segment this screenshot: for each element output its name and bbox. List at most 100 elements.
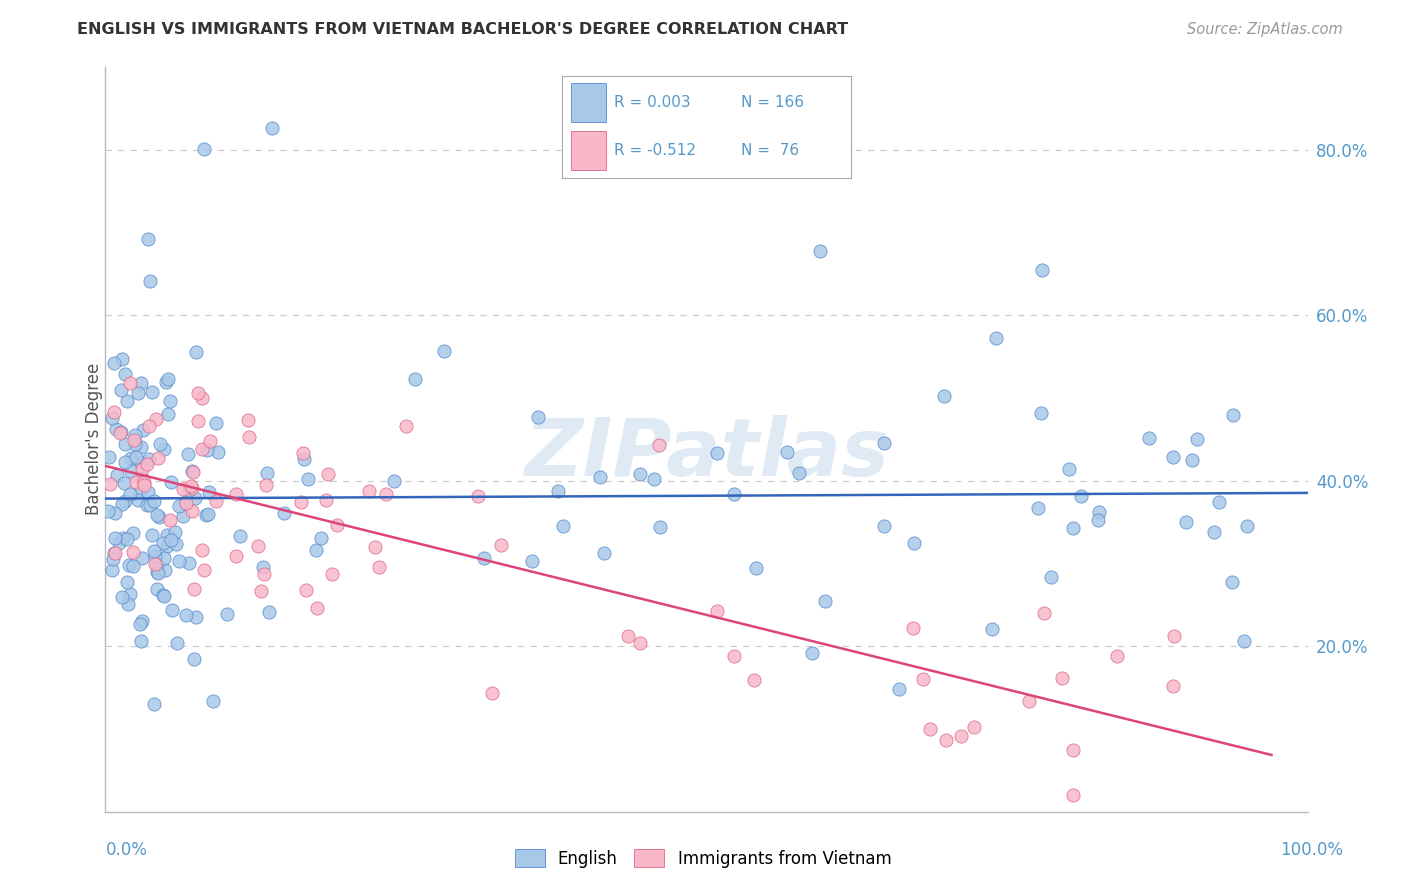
Point: [100, 411, 122, 425]
Point: [547, 484, 569, 499]
Point: [1070, 489, 1092, 503]
Point: [1105, 649, 1128, 664]
Point: [1236, 519, 1258, 533]
Point: [318, 467, 340, 482]
Point: [141, 384, 163, 399]
Point: [143, 557, 166, 571]
Point: [198, 485, 221, 500]
Point: [551, 519, 574, 533]
Point: [236, 413, 259, 427]
Point: [315, 493, 337, 508]
Point: [1208, 495, 1230, 509]
Point: [142, 544, 165, 558]
Y-axis label: Bachelor's Degree: Bachelor's Degree: [86, 363, 103, 516]
Point: [122, 545, 145, 559]
Point: [98, 450, 121, 464]
Point: [225, 549, 247, 564]
Text: R = -0.512: R = -0.512: [614, 144, 696, 158]
Point: [131, 471, 153, 485]
Point: [120, 587, 142, 601]
Point: [404, 372, 426, 386]
Point: [108, 426, 131, 441]
Point: [174, 496, 197, 510]
Point: [157, 407, 180, 421]
Point: [134, 478, 156, 492]
Point: [152, 550, 174, 565]
Point: [375, 487, 398, 501]
Point: [808, 244, 831, 259]
Point: [1062, 521, 1084, 535]
Point: [129, 633, 152, 648]
Point: [118, 487, 141, 501]
Point: [145, 582, 167, 596]
Point: [647, 438, 669, 452]
Point: [1185, 432, 1208, 446]
Point: [159, 533, 181, 547]
Point: [207, 445, 229, 459]
Point: [205, 416, 228, 430]
Point: [981, 622, 1004, 636]
Point: [139, 274, 162, 288]
Point: [104, 546, 127, 560]
Point: [177, 447, 200, 461]
Point: [167, 500, 190, 514]
Point: [177, 483, 200, 498]
Point: [648, 520, 671, 534]
Point: [110, 425, 132, 439]
Point: [110, 383, 132, 397]
Point: [706, 604, 728, 618]
Point: [225, 486, 247, 500]
Point: [589, 470, 612, 484]
Point: [108, 535, 131, 549]
Point: [229, 529, 252, 543]
Point: [193, 564, 215, 578]
Point: [326, 518, 349, 533]
Point: [262, 121, 284, 136]
Point: [166, 635, 188, 649]
Point: [522, 554, 544, 568]
Point: [121, 526, 143, 541]
Point: [129, 455, 152, 469]
Point: [120, 450, 142, 465]
Point: [138, 232, 160, 246]
Point: [174, 607, 197, 622]
Point: [156, 540, 179, 554]
Point: [183, 652, 205, 666]
Point: [290, 495, 312, 509]
Point: [311, 531, 333, 545]
Point: [1033, 606, 1056, 620]
Point: [172, 482, 194, 496]
Point: [526, 409, 548, 424]
Point: [180, 464, 202, 478]
Point: [114, 437, 136, 451]
Point: [321, 566, 343, 581]
Point: [467, 489, 489, 503]
Point: [292, 452, 315, 467]
Point: [118, 558, 141, 573]
Point: [246, 540, 269, 554]
Point: [963, 720, 986, 734]
Point: [167, 554, 190, 568]
Point: [132, 475, 155, 489]
Point: [146, 450, 169, 465]
Point: [250, 583, 273, 598]
Bar: [571, 131, 606, 170]
Point: [1181, 453, 1204, 467]
Text: ZIPatlas: ZIPatlas: [524, 415, 889, 493]
Point: [97, 503, 120, 517]
Point: [105, 468, 128, 483]
Point: [128, 617, 150, 632]
Point: [481, 686, 503, 700]
Point: [138, 498, 160, 512]
Point: [142, 697, 165, 711]
Point: [112, 475, 135, 490]
Point: [111, 591, 134, 605]
Point: [152, 587, 174, 601]
Point: [153, 442, 176, 456]
Point: [127, 386, 149, 401]
Point: [903, 621, 925, 635]
Point: [1233, 633, 1256, 648]
Point: [254, 478, 277, 492]
Point: [357, 484, 380, 499]
Point: [723, 487, 745, 501]
